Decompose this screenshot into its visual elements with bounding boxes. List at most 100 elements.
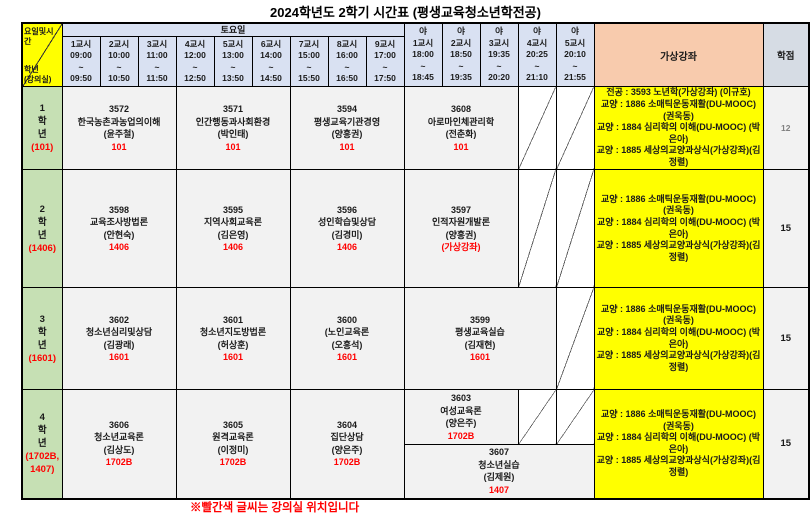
period-start: 18:50 [450,49,472,60]
virtual-course-line: 교양 : 1885 세상의교양과상식(가상강좌)(김정렬) [596,145,761,167]
course-code: 3598 [108,204,130,215]
course-name: 청소년실습 [478,459,520,470]
tilde: ~ [192,61,198,72]
night-label: 야 [495,26,503,37]
empty-slot-cell [555,86,595,170]
period-end: 10:50 [108,73,130,83]
course-room: 1601 [222,352,244,362]
night-period-header-4: 야 4교시 20:25 ~ 21:10 [517,22,557,87]
grade-room: (1702B, [25,451,60,463]
course-room: 101 [339,141,355,152]
virtual-courses-cell-2: 교양 : 1886 소매틱운동재활(DU-MOOC) (권욱동) 교양 : 18… [593,169,764,288]
course-room: 1406 [336,242,358,252]
course-name: 평생교육기관경영 [313,116,381,127]
period-end: 21:55 [564,72,586,83]
virtual-course-line: 교양 : 1884 심리학의 이해(DU-MOOC) (박은아) [596,432,761,454]
virtual-course-line: 교양 : 1885 세상의교양과상식(가상강좌)(김정렬) [596,455,761,477]
day-period-header-7: 7교시 15:00 ~ 15:50 [289,36,329,87]
period-end: 13:50 [222,73,244,83]
course-professor: (이정미) [217,444,249,455]
period-label: 1교시 [412,37,434,48]
grade-line: 학 [37,116,47,127]
night-period-header-2: 야 2교시 18:50 ~ 19:35 [441,22,481,87]
course-cell-3595: 3595 지역사회교육론 (김은영) 1406 [175,169,291,288]
course-name: 인간행동과사회환경 [195,116,271,127]
grade-room: (101) [31,142,54,153]
course-professor: (김재현) [464,339,496,350]
period-label: 4교시 [526,37,548,48]
grade-line: 학 [37,326,47,338]
day-period-header-5: 5교시 13:00 ~ 13:50 [213,36,253,87]
course-room: 1407 [488,484,510,495]
period-start: 14:00 [260,50,282,60]
grade-line: 년 [37,229,47,241]
virtual-course-header: 가상강좌 [593,22,764,87]
course-room: 1702B [219,457,247,468]
grade-room: 1407) [30,464,55,476]
course-name: 여성교육론 [440,405,482,416]
period-label: 5교시 [564,37,586,48]
tilde: ~ [420,60,426,71]
course-cell-3607: 3607 청소년실습 (김제원) 1407 [403,444,595,499]
course-professor: (양홍권) [445,229,477,240]
credits-cell: 15 [762,287,810,390]
course-professor: (김은영) [217,229,249,240]
course-code: 3596 [336,204,358,215]
course-cell-3608: 3608 아로마인체관리학 (전춘화) 101 [403,86,519,170]
course-code: 3604 [336,419,358,430]
virtual-course-line: 교양 : 1885 세상의교양과상식(가상강좌)(김정렬) [596,240,761,262]
period-label: 2교시 [450,37,472,48]
course-room: 101 [111,141,127,152]
course-cell-3600: 3600 (노인교육론 (오홍석) 1601 [289,287,405,390]
course-professor: (김상도) [103,444,135,455]
course-cell-3603: 3603 여성교육론 (양은주) 1702B [403,389,519,445]
course-room: 1601 [336,352,358,362]
virtual-course-line: 교양 : 1886 소매틱운동재활(DU-MOOC) (권욱동) [600,99,757,121]
day-period-header-9: 9교시 17:00 ~ 17:50 [365,36,405,87]
corner-bottom-labels: 학년 (강의실) [24,65,61,84]
period-start: 11:00 [146,50,168,60]
day-period-header-1: 1교시 09:00 ~ 09:50 [61,36,101,87]
footnote: ※빨간색 글씨는 강의실 위치입니다 [190,502,360,514]
course-professor: (김제원) [483,472,515,483]
course-code: 3605 [222,419,244,430]
course-room: 1702B [447,430,475,441]
tilde: ~ [534,60,540,71]
period-end: 16:50 [336,73,358,83]
grade-line: 1 [39,103,45,114]
course-room: 1702B [105,457,133,468]
course-code: 3599 [469,314,491,325]
period-label: 3교시 [146,38,168,49]
course-name: 인적자원개발론 [432,217,490,227]
course-name: 청소년지도방법론 [199,327,267,337]
tilde: ~ [382,61,388,72]
period-end: 09:50 [70,73,92,83]
day-period-header-3: 3교시 11:00 ~ 11:50 [137,36,177,87]
day-period-header-6: 6교시 14:00 ~ 14:50 [251,36,291,87]
period-label: 9교시 [374,38,396,49]
virtual-course-line: 교양 : 1885 세상의교양과상식(가상강좌)(김정렬) [596,350,761,372]
course-room: 1406 [222,242,244,252]
period-start: 17:00 [374,50,396,60]
course-name: 교육조사방법론 [90,217,148,227]
period-label: 8교시 [336,38,358,49]
course-name: 청소년교육론 [94,432,144,443]
course-cell-3601: 3601 청소년지도방법론 (허상훈) 1601 [175,287,291,390]
tilde: ~ [344,61,350,72]
day-period-header-8: 8교시 16:00 ~ 16:50 [327,36,367,87]
tilde: ~ [458,60,464,71]
period-end: 21:10 [526,72,548,83]
credits-cell: 15 [762,169,810,288]
credits-cell: 12 [762,86,810,170]
grade-line: 년 [37,129,47,140]
course-professor: (김경미) [331,229,363,240]
period-label: 2교시 [108,38,130,49]
course-name: 청소년심리및상담 [85,327,153,337]
course-code: 3606 [108,419,130,430]
tilde: ~ [154,61,160,72]
course-code: 3607 [488,447,510,458]
credits-cell: 15 [762,389,810,499]
course-cell-3599: 3599 평생교육실습 (김재현) 1601 [403,287,557,390]
day-period-header-2: 2교시 10:00 ~ 10:50 [99,36,139,87]
